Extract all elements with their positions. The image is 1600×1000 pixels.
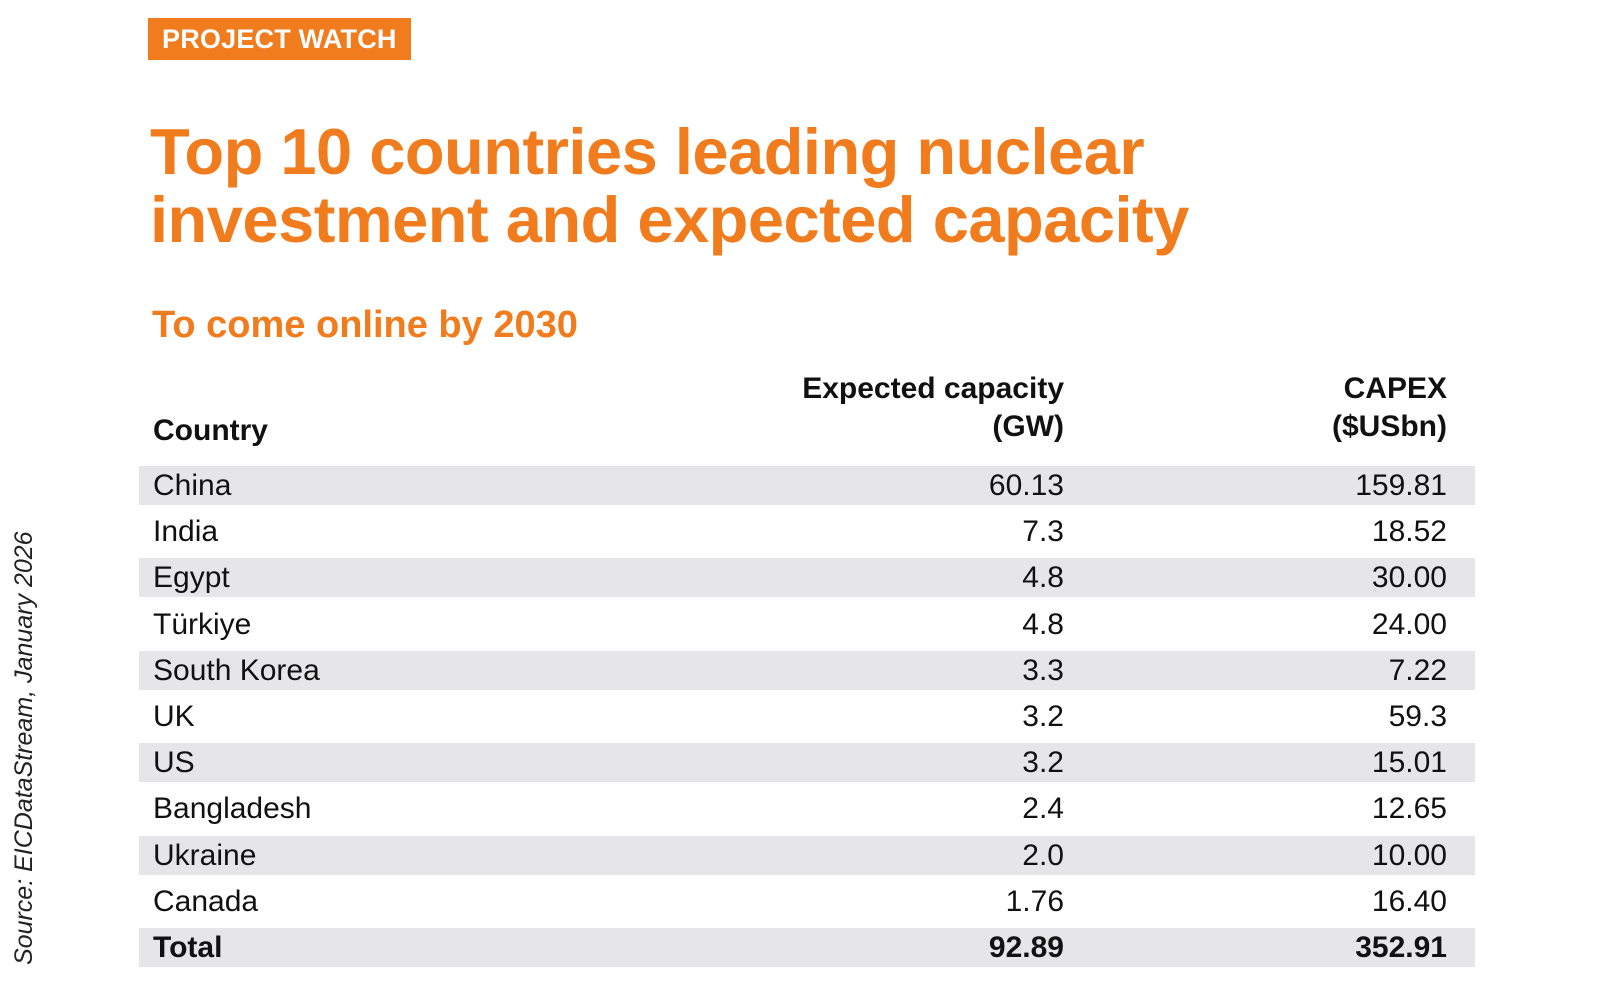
cell-expected-capacity: 4.8 [1022, 561, 1064, 595]
header-capex-unit: ($USbn) [1332, 410, 1447, 443]
cell-expected-capacity: 1.76 [1005, 884, 1064, 918]
cell-capex: 10.00 [1371, 838, 1447, 872]
cell-country: UK [153, 699, 195, 733]
cell-capex: 16.40 [1371, 884, 1447, 918]
chart-subtitle: To come online by 2030 [152, 304, 578, 346]
total-capex: 352.91 [1355, 930, 1447, 964]
cell-country: US [153, 746, 195, 780]
table-body: China 60.13 159.81 India 7.3 18.52 Egypt 4.8 30.… [139, 466, 1475, 967]
header-capex-line1: CAPEX [1343, 372, 1447, 405]
total-label: Total [153, 930, 223, 964]
total-expected-capacity: 92.89 [988, 930, 1064, 964]
header-capex: CAPEX ($USbn) [1332, 370, 1447, 446]
cell-expected-capacity: 3.3 [1022, 653, 1064, 687]
cell-capex: 12.65 [1371, 792, 1447, 826]
cell-capex: 59.3 [1388, 699, 1447, 733]
table-row: South Korea 3.3 7.22 [139, 650, 1475, 690]
table-row: India 7.3 18.52 [139, 512, 1475, 551]
table-header: Country Expected capacity (GW) CAPEX ($U… [139, 370, 1475, 466]
header-expected-capacity-line1: Expected capacity [802, 372, 1064, 405]
chart-title: Top 10 countries leading nuclear investm… [150, 115, 1189, 256]
cell-country: India [153, 515, 219, 549]
table-row: Canada 1.76 16.40 [139, 882, 1475, 921]
table-row: China 60.13 159.81 [139, 466, 1475, 505]
cell-country: Egypt [153, 561, 230, 595]
cell-country: China [153, 469, 232, 502]
header-expected-capacity: Expected capacity (GW) [802, 370, 1064, 446]
table-row: UK 3.2 59.3 [139, 697, 1475, 736]
table-row: Bangladesh 2.4 12.65 [139, 789, 1475, 828]
cell-capex: 7.22 [1388, 653, 1447, 687]
header-expected-capacity-unit: (GW) [992, 410, 1064, 443]
cell-country: Ukraine [153, 838, 257, 872]
cell-capex: 24.00 [1371, 607, 1447, 641]
table-row: US 3.2 15.01 [139, 743, 1475, 783]
cell-expected-capacity: 7.3 [1022, 515, 1064, 549]
table-row: Egypt 4.8 30.00 [139, 558, 1475, 598]
section-tag: PROJECT WATCH [148, 18, 411, 60]
cell-country: Türkiye [153, 607, 252, 641]
cell-expected-capacity: 4.8 [1022, 607, 1064, 641]
table-row: Ukraine 2.0 10.00 [139, 835, 1475, 875]
table-total-row: Total 92.89 352.91 [139, 927, 1475, 967]
cell-capex: 159.81 [1355, 469, 1447, 502]
cell-capex: 30.00 [1371, 561, 1447, 595]
data-table: Country Expected capacity (GW) CAPEX ($U… [139, 370, 1475, 974]
cell-expected-capacity: 3.2 [1022, 699, 1064, 733]
cell-expected-capacity: 3.2 [1022, 746, 1064, 780]
header-country: Country [153, 414, 268, 447]
cell-country: Bangladesh [153, 792, 312, 826]
cell-expected-capacity: 2.0 [1022, 838, 1064, 872]
source-note: Source: EICDataStream, January 2026 [10, 531, 38, 965]
cell-capex: 15.01 [1371, 746, 1447, 780]
cell-country: South Korea [153, 653, 320, 687]
cell-expected-capacity: 2.4 [1022, 792, 1064, 826]
cell-country: Canada [153, 884, 259, 918]
cell-capex: 18.52 [1371, 515, 1447, 549]
table-row: Türkiye 4.8 24.00 [139, 605, 1475, 644]
cell-expected-capacity: 60.13 [988, 469, 1064, 502]
